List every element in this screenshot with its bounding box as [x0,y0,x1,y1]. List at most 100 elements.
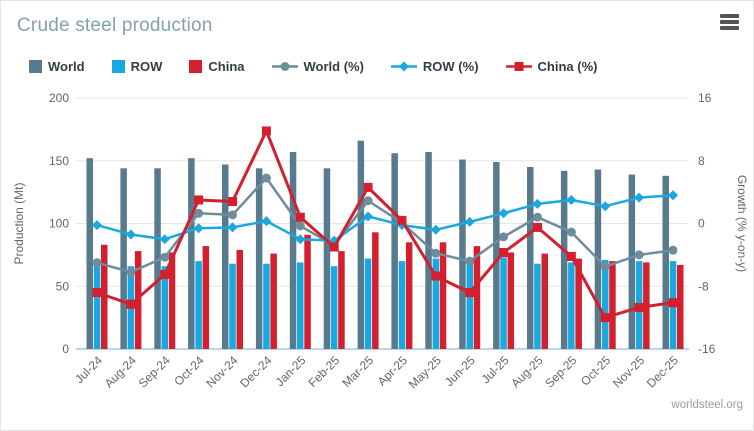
marker-row-jan-25[interactable] [295,234,306,245]
line-series-row[interactable] [92,190,678,246]
marker-world-jun-25[interactable] [465,256,475,266]
marker-china-nov-25[interactable] [634,302,644,312]
bar-china-sep-25[interactable] [575,258,582,349]
marker-row-nov-24[interactable] [227,222,238,233]
marker-world-sep-24[interactable] [160,252,170,262]
marker-china-oct-24[interactable] [194,195,204,205]
bar-china-sep-24[interactable] [168,252,176,349]
bar-world-sep-24[interactable] [154,168,161,349]
bar-world-may-25[interactable] [425,152,432,349]
marker-row-aug-25[interactable] [532,198,543,209]
marker-world-sep-25[interactable] [566,227,576,237]
bar-world-mar-25[interactable] [357,140,365,349]
bar-world-aug-24[interactable] [120,168,127,349]
bar-world-sep-25[interactable] [560,170,568,349]
marker-row-nov-25[interactable] [634,192,645,203]
bar-china-oct-25[interactable] [609,261,616,349]
marker-china-jun-25[interactable] [465,288,475,298]
marker-world-dec-25[interactable] [668,245,678,255]
marker-world-jul-25[interactable] [499,232,509,242]
marker-row-jul-24[interactable] [92,220,102,231]
marker-world-oct-25[interactable] [600,262,610,272]
marker-row-dec-25[interactable] [668,190,678,201]
bar-world-aug-25[interactable] [527,167,534,349]
marker-world-oct-24[interactable] [194,208,204,218]
marker-world-nov-24[interactable] [228,210,238,220]
bar-row-sep-25[interactable] [568,262,575,349]
marker-china-nov-24[interactable] [228,197,238,207]
bar-world-jun-25[interactable] [459,159,466,350]
marker-china-jul-24[interactable] [92,288,102,298]
bar-china-feb-25[interactable] [338,251,345,349]
legend-item-china[interactable]: China (%) [505,59,597,74]
bar-row-may-25[interactable] [432,258,440,349]
marker-china-apr-25[interactable] [397,215,407,225]
marker-china-aug-24[interactable] [126,299,136,309]
bar-china-jan-25[interactable] [304,234,311,349]
marker-china-jan-25[interactable] [295,212,305,222]
marker-china-may-25[interactable] [431,271,441,281]
bar-china-aug-24[interactable] [134,251,142,349]
bar-china-apr-25[interactable] [405,242,413,349]
marker-row-sep-24[interactable] [159,234,170,245]
bar-china-dec-25[interactable] [677,264,684,349]
marker-row-dec-24[interactable] [261,216,272,227]
marker-china-feb-25[interactable] [329,242,339,252]
marker-row-may-25[interactable] [430,224,441,235]
bar-row-aug-25[interactable] [534,263,541,349]
marker-world-nov-25[interactable] [634,250,644,260]
bar-row-jan-25[interactable] [297,262,304,349]
bar-row-jul-24[interactable] [93,263,101,349]
legend-item-china[interactable]: China [189,59,245,74]
marker-row-jul-25[interactable] [498,208,509,219]
bar-china-mar-25[interactable] [372,232,379,349]
legend-item-world[interactable]: World [29,59,85,74]
marker-china-dec-24[interactable] [261,126,271,136]
marker-world-aug-24[interactable] [126,267,136,277]
bar-world-jul-24[interactable] [86,158,94,349]
marker-world-dec-24[interactable] [261,173,271,183]
marker-china-aug-25[interactable] [532,222,542,232]
marker-row-mar-25[interactable] [363,211,374,222]
marker-china-dec-25[interactable] [668,298,678,308]
bar-row-oct-24[interactable] [195,261,202,349]
marker-row-sep-25[interactable] [566,194,577,205]
bar-series-row[interactable] [93,257,677,349]
bar-row-feb-25[interactable] [330,266,338,349]
bar-china-jun-25[interactable] [473,246,481,349]
bar-row-dec-24[interactable] [263,263,270,349]
marker-row-oct-25[interactable] [600,201,611,212]
bar-china-nov-24[interactable] [236,249,244,349]
bar-china-jul-24[interactable] [101,244,108,349]
marker-china-sep-24[interactable] [160,269,170,279]
marker-world-mar-25[interactable] [363,196,373,206]
marker-row-oct-24[interactable] [193,223,204,234]
marker-world-aug-25[interactable] [532,212,542,222]
marker-row-jun-25[interactable] [464,216,475,227]
bar-row-apr-25[interactable] [398,261,406,349]
marker-china-sep-25[interactable] [566,251,576,261]
bar-row-mar-25[interactable] [364,258,372,349]
bar-china-oct-24[interactable] [202,246,210,349]
marker-row-aug-24[interactable] [125,229,136,240]
marker-world-jul-24[interactable] [92,258,102,268]
marker-china-oct-25[interactable] [600,313,610,323]
bar-china-jul-25[interactable] [507,252,515,349]
bar-world-nov-25[interactable] [628,174,636,349]
bar-row-jun-25[interactable] [466,263,474,349]
bar-row-nov-24[interactable] [229,263,236,349]
bar-china-may-25[interactable] [439,242,447,349]
marker-world-may-25[interactable] [431,248,441,258]
bar-china-dec-24[interactable] [270,253,277,349]
marker-world-jan-25[interactable] [295,221,305,231]
line-series-world[interactable] [92,173,678,277]
legend-item-row[interactable]: ROW (%) [390,59,479,74]
marker-china-jul-25[interactable] [499,248,509,258]
legend-item-world[interactable]: World (%) [271,59,364,74]
bar-row-sep-24[interactable] [161,266,169,349]
bar-world-oct-24[interactable] [188,158,195,349]
bar-row-oct-25[interactable] [602,259,609,349]
bar-world-nov-24[interactable] [222,164,229,350]
bar-world-feb-25[interactable] [323,168,331,349]
bar-row-jul-25[interactable] [500,257,507,349]
